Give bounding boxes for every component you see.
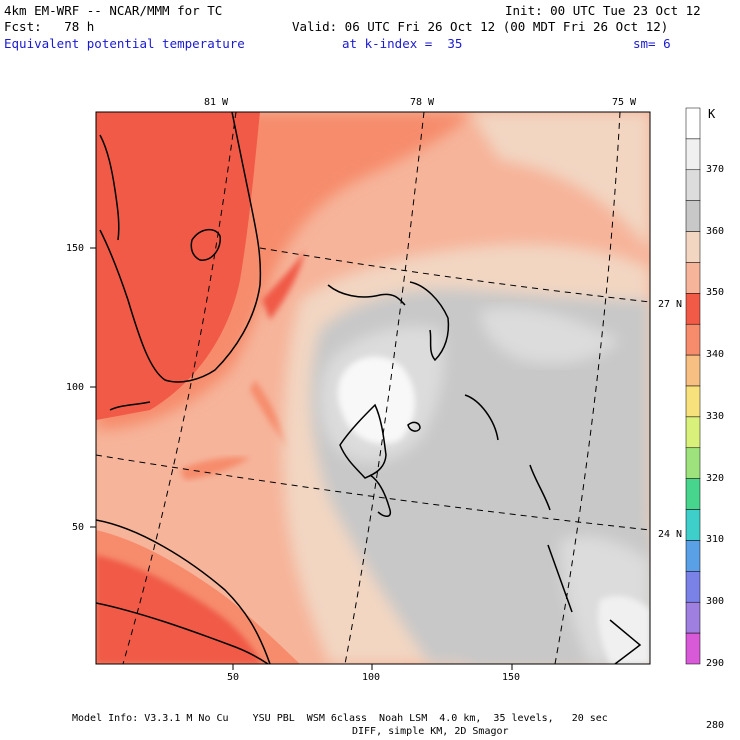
map-frame xyxy=(95,111,651,665)
colorbar-swatch xyxy=(685,262,701,294)
colorbar-swatch xyxy=(685,323,701,356)
colorbar-swatch xyxy=(685,200,701,232)
colorbar-swatch xyxy=(685,293,701,325)
colorbar-swatch xyxy=(685,601,701,634)
valid-time: Valid: 06 UTC Fri 26 Oct 12 (00 MDT Fri … xyxy=(292,19,669,34)
colorbar-swatch xyxy=(685,169,701,201)
colorbar-level-label: 360 xyxy=(706,225,725,237)
colorbar-level-label: 350 xyxy=(706,287,725,299)
lon-label-75w: 75 W xyxy=(612,97,637,108)
smoothing-label: sm= 6 xyxy=(633,36,671,51)
field-name: Equivalent potential temperature xyxy=(4,36,245,51)
colorbar-swatch xyxy=(685,354,701,387)
lat-label-27n: 27 N xyxy=(658,299,683,310)
colorbar-swatch xyxy=(685,540,701,572)
colorbar-level-label: 300 xyxy=(706,596,725,608)
lat-label-24n: 24 N xyxy=(658,529,683,540)
coastlines xyxy=(96,112,642,664)
colorbar-swatch xyxy=(685,571,701,603)
lon-label-78w: 78 W xyxy=(410,97,435,108)
init-time: Init: 00 UTC Tue 23 Oct 12 xyxy=(505,3,701,18)
model-info: Model Info: V3.3.1 M No Cu YSU PBL WSM 6… xyxy=(72,713,608,724)
colorbar-swatch xyxy=(685,385,701,418)
colorbar-level-label: 320 xyxy=(706,472,725,484)
colorbar-swatch xyxy=(685,478,701,510)
model-title: 4km EM-WRF -- NCAR/MMM for TC xyxy=(4,3,223,18)
model-info-line2: DIFF, simple KM, 2D Smagor xyxy=(352,726,509,737)
axis-ticks xyxy=(90,247,513,670)
y-tick-150: 150 xyxy=(66,243,85,254)
colorbar-swatch xyxy=(685,231,701,263)
colorbar-swatch xyxy=(685,509,701,541)
lat-lon-grid xyxy=(96,112,650,664)
x-tick-150: 150 xyxy=(502,672,521,683)
colorbar-level-label: 330 xyxy=(706,410,725,422)
colorbar-level-label: 280 xyxy=(706,719,725,731)
colorbar-level-label: 340 xyxy=(706,349,725,361)
colorbar-level-label: 310 xyxy=(706,534,725,546)
colorbar xyxy=(685,107,701,665)
theta-e-field xyxy=(96,112,650,664)
colorbar-swatch xyxy=(685,138,701,171)
x-tick-50: 50 xyxy=(227,672,240,683)
level-label: at k-index = 35 xyxy=(342,36,463,51)
colorbar-swatch xyxy=(685,447,701,479)
y-tick-50: 50 xyxy=(72,522,85,533)
colorbar-unit: K xyxy=(708,107,716,121)
colorbar-swatch xyxy=(685,632,701,665)
colorbar-swatch xyxy=(685,107,701,140)
colorbar-level-label: 290 xyxy=(706,658,725,669)
lon-label-81w: 81 W xyxy=(204,97,229,108)
colorbar-level-label: 370 xyxy=(706,163,725,175)
colorbar-swatch xyxy=(685,416,701,449)
y-tick-100: 100 xyxy=(66,382,85,393)
forecast-hour: Fcst: 78 h xyxy=(4,19,95,34)
x-tick-100: 100 xyxy=(362,672,381,683)
